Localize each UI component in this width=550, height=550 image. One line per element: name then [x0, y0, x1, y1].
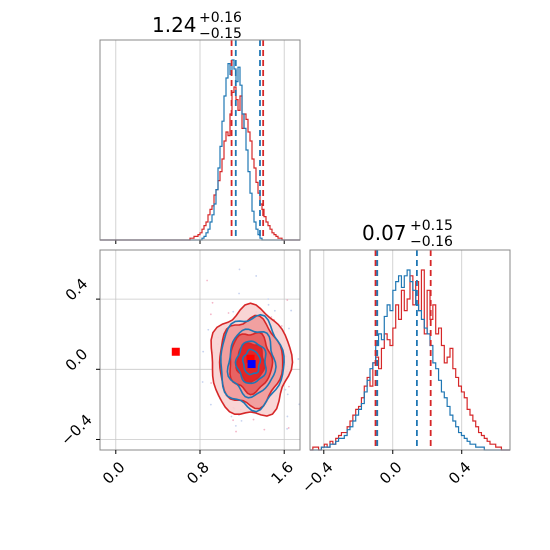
param2-median: 0.07 — [362, 221, 407, 245]
contour-2d-xtick-label: 1.6 — [267, 458, 297, 488]
contour-2d-sample-point — [206, 279, 209, 282]
contour-2d-sample-point — [235, 430, 237, 433]
contour-2d-sample-point — [210, 382, 213, 384]
histogram-param1-frame — [99, 39, 301, 241]
contour-2d-sample-point — [252, 418, 255, 421]
contour-2d-sample-point — [201, 381, 204, 383]
contour-2d-sample-point — [263, 428, 266, 431]
contour-2d-sample-point — [207, 328, 210, 331]
histogram-param2-xtick-label: 0.4 — [445, 458, 475, 488]
contour-2d-xtick-label: 0.8 — [183, 458, 213, 488]
contour-2d-sample-point — [273, 309, 276, 312]
contour-2d-sample-point — [286, 427, 288, 430]
contour-2d-sample-point — [209, 403, 212, 406]
param1-plus: +0.16 — [199, 10, 242, 26]
marker-red — [246, 354, 255, 363]
contour-2d-sample-point — [267, 303, 270, 306]
contour-2d-sample-point — [290, 309, 293, 312]
contour-blue-level — [220, 313, 285, 413]
contour-2d-sample-point — [211, 301, 214, 304]
contour-blue-level — [226, 328, 277, 399]
contour-2d-sample-point — [286, 415, 289, 418]
contour-2d-sample-point — [240, 419, 243, 422]
histogram-param2-red-series — [310, 269, 510, 451]
contour-2d-sample-point — [227, 312, 230, 314]
param2-plus: +0.15 — [410, 218, 453, 234]
contour-blue-level — [241, 348, 262, 376]
marker-blue — [247, 360, 256, 369]
contour-2d-sample-point — [232, 310, 235, 313]
contour-2d-sample-point — [287, 427, 290, 429]
contour-2d-sample-point — [297, 358, 300, 360]
histogram-param1-panel — [99, 39, 301, 244]
histogram-param2-xtick-label: −0.4 — [298, 458, 336, 496]
contour-2d-sample-point — [202, 350, 205, 353]
contour-2d-sample-point — [284, 388, 287, 391]
histogram-param2-panel: −0.4 0.0 0.4 — [298, 249, 511, 497]
contour-2d-sample-point — [332, 351, 334, 353]
contour-2d-panel: −0.40.00.4 0.0 0.8 1.6 — [57, 249, 334, 488]
contour-2d-sample-point — [286, 393, 289, 396]
contour-2d-sample-point — [238, 292, 240, 295]
param1-minus: −0.15 — [199, 26, 242, 42]
contour-2d-sample-point — [286, 299, 289, 301]
contour-2d-ytick-label: 0.0 — [62, 345, 92, 375]
contour-2d-sample-point — [255, 275, 258, 277]
marker-red — [171, 347, 180, 356]
contour-2d-ytick-label: 0.4 — [62, 275, 92, 305]
contour-2d-sample-point — [270, 316, 273, 318]
contour-blue-level — [234, 340, 267, 385]
contour-2d-sample-point — [238, 268, 241, 271]
param1-median: 1.24 — [152, 13, 197, 37]
contour-2d-sample-point — [209, 313, 212, 316]
contour-2d-sample-point — [280, 325, 283, 327]
contour-2d-ytick-label: −0.4 — [57, 411, 95, 449]
contour-2d-xtick-label: 0.0 — [99, 458, 129, 488]
contour-2d-sample-point — [230, 415, 233, 418]
contour-2d-sample-point — [232, 419, 235, 422]
histogram-param2-blue-series — [310, 269, 510, 451]
contour-2d-sample-point — [288, 327, 290, 330]
contour-2d-sample-point — [288, 385, 290, 388]
histogram-param2-xtick-label: 0.0 — [376, 458, 406, 488]
param1-title: 1.24 — [152, 13, 197, 37]
param2-title: 0.07 — [362, 221, 407, 245]
param2-minus: −0.16 — [410, 234, 453, 250]
contour-2d-sample-point — [234, 425, 237, 427]
contour-2d-sample-point — [267, 298, 270, 301]
contour-2d-sample-point — [193, 459, 195, 461]
histogram-param2-frame — [309, 249, 511, 451]
contour-2d-sample-point — [301, 324, 303, 326]
